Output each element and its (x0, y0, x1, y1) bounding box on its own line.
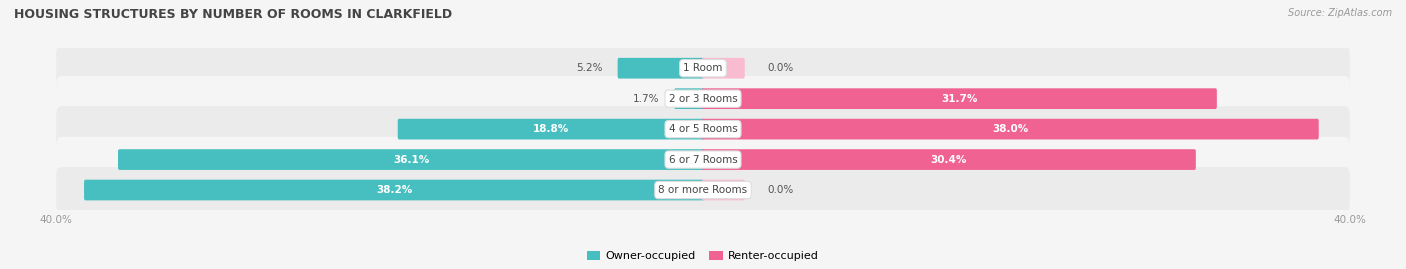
Text: 0.0%: 0.0% (768, 185, 794, 195)
FancyBboxPatch shape (702, 149, 1197, 170)
FancyBboxPatch shape (702, 119, 1319, 139)
Text: 5.2%: 5.2% (576, 63, 603, 73)
Text: 31.7%: 31.7% (941, 94, 977, 104)
FancyBboxPatch shape (702, 180, 745, 200)
Legend: Owner-occupied, Renter-occupied: Owner-occupied, Renter-occupied (582, 246, 824, 266)
Text: 38.0%: 38.0% (993, 124, 1028, 134)
Text: 1 Room: 1 Room (683, 63, 723, 73)
Text: 8 or more Rooms: 8 or more Rooms (658, 185, 748, 195)
FancyBboxPatch shape (84, 180, 704, 200)
Text: 6 or 7 Rooms: 6 or 7 Rooms (669, 155, 737, 165)
Text: HOUSING STRUCTURES BY NUMBER OF ROOMS IN CLARKFIELD: HOUSING STRUCTURES BY NUMBER OF ROOMS IN… (14, 8, 453, 21)
Text: 2 or 3 Rooms: 2 or 3 Rooms (669, 94, 737, 104)
Text: 38.2%: 38.2% (375, 185, 412, 195)
FancyBboxPatch shape (398, 119, 704, 139)
FancyBboxPatch shape (56, 167, 1350, 213)
Text: 1.7%: 1.7% (633, 94, 659, 104)
FancyBboxPatch shape (617, 58, 704, 79)
FancyBboxPatch shape (118, 149, 704, 170)
Text: Source: ZipAtlas.com: Source: ZipAtlas.com (1288, 8, 1392, 18)
FancyBboxPatch shape (702, 88, 1216, 109)
Text: 4 or 5 Rooms: 4 or 5 Rooms (669, 124, 737, 134)
FancyBboxPatch shape (675, 88, 704, 109)
FancyBboxPatch shape (56, 106, 1350, 152)
FancyBboxPatch shape (56, 137, 1350, 182)
FancyBboxPatch shape (56, 45, 1350, 91)
FancyBboxPatch shape (702, 58, 745, 79)
Text: 30.4%: 30.4% (931, 155, 967, 165)
Text: 36.1%: 36.1% (394, 155, 429, 165)
Text: 0.0%: 0.0% (768, 63, 794, 73)
FancyBboxPatch shape (56, 76, 1350, 122)
Text: 18.8%: 18.8% (533, 124, 569, 134)
